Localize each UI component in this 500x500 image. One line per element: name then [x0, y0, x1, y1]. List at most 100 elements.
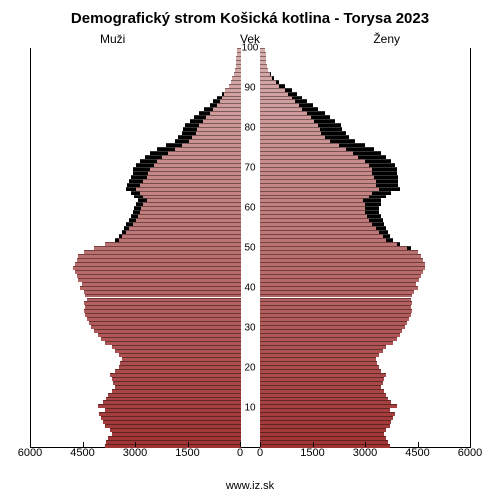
men-bar-age-27: [31, 337, 241, 341]
credit-text: www.iz.sk: [0, 480, 500, 492]
men-bar-age-33: [31, 313, 241, 317]
women-bar-age-98: [260, 56, 470, 60]
women-bar-age-64: [260, 191, 470, 195]
men-bar-age-12: [31, 397, 241, 401]
women-bar-age-5: [260, 424, 470, 428]
women-bar-age-20: [260, 365, 470, 369]
men-bar-age-52: [31, 238, 241, 242]
women-bar-age-36: [260, 301, 470, 305]
women-bar-age-83: [260, 115, 470, 119]
women-bar-age-67: [260, 179, 470, 183]
men-bar-age-68: [31, 175, 241, 179]
men-bar-age-50: [31, 246, 241, 250]
women-bar-age-40: [260, 286, 470, 290]
men-bar-age-56: [31, 222, 241, 226]
men-bar-age-34: [31, 309, 241, 313]
women-bar-age-45: [260, 266, 470, 270]
men-bar-age-11: [31, 400, 241, 404]
men-bar-age-5: [31, 424, 241, 428]
men-bar-age-93: [31, 76, 241, 80]
women-bar-age-29: [260, 329, 470, 333]
men-bar-age-72: [31, 159, 241, 163]
women-bar-age-28: [260, 333, 470, 337]
y-tick-10: 10: [240, 403, 260, 414]
women-bar-age-27: [260, 337, 470, 341]
women-bar-age-79: [260, 131, 470, 135]
women-bar-age-2: [260, 436, 470, 440]
women-bar-age-52: [260, 238, 470, 242]
men-bar-age-90: [31, 88, 241, 92]
women-bar-age-46: [260, 262, 470, 266]
men-bar-age-85: [31, 107, 241, 111]
men-bar-age-13: [31, 393, 241, 397]
men-bar-age-47: [31, 258, 241, 262]
men-bar-age-17: [31, 377, 241, 381]
men-bar-age-59: [31, 210, 241, 214]
women-bar-age-62: [260, 198, 470, 202]
men-bar-age-97: [31, 60, 241, 64]
women-bar-age-70: [260, 167, 470, 171]
x-axis: 6000450030001500001500300045006000: [30, 447, 470, 465]
men-bar-age-81: [31, 123, 241, 127]
women-bar-age-17: [260, 377, 470, 381]
women-bar-age-88: [260, 96, 470, 100]
men-bar-age-16: [31, 381, 241, 385]
women-bar-age-90: [260, 88, 470, 92]
men-bar-age-26: [31, 341, 241, 345]
men-bar-age-70: [31, 167, 241, 171]
women-bar-age-21: [260, 361, 470, 365]
women-bar-age-61: [260, 202, 470, 206]
women-bar-age-81: [260, 123, 470, 127]
women-bar-age-39: [260, 290, 470, 294]
men-bar-age-21: [31, 361, 241, 365]
men-bar-age-88: [31, 96, 241, 100]
men-bar-age-66: [31, 183, 241, 187]
men-bar-age-22: [31, 357, 241, 361]
label-men: Muži: [100, 32, 125, 46]
women-bar-age-91: [260, 84, 470, 88]
women-bar-age-44: [260, 270, 470, 274]
pyramid-chart: Demografický strom Košická kotlina - Tor…: [0, 0, 500, 500]
men-bar-age-94: [31, 72, 241, 76]
women-bar-age-56: [260, 222, 470, 226]
women-bar-age-18: [260, 373, 470, 377]
women-bar-age-55: [260, 226, 470, 230]
men-bar-age-95: [31, 68, 241, 72]
women-bar-age-30: [260, 325, 470, 329]
men-bar-age-89: [31, 92, 241, 96]
men-bar-age-8: [31, 412, 241, 416]
women-bar-age-35: [260, 305, 470, 309]
women-bar-age-7: [260, 416, 470, 420]
men-bar-age-63: [31, 195, 241, 199]
men-bar-age-58: [31, 214, 241, 218]
women-bar-age-93: [260, 76, 470, 80]
women-bar-age-76: [260, 143, 470, 147]
men-bar-age-18: [31, 373, 241, 377]
women-bar-age-6: [260, 420, 470, 424]
men-bar-age-78: [31, 135, 241, 139]
women-panel: [260, 48, 471, 448]
women-bar-age-41: [260, 282, 470, 286]
men-bar-age-3: [31, 432, 241, 436]
men-bar-age-29: [31, 329, 241, 333]
men-bar-age-32: [31, 317, 241, 321]
women-bar-age-48: [260, 254, 470, 258]
women-bar-age-60: [260, 206, 470, 210]
women-bar-age-86: [260, 103, 470, 107]
women-bar-age-31: [260, 321, 470, 325]
x-tick-right-6000: 6000: [458, 447, 482, 459]
men-bar-age-67: [31, 179, 241, 183]
men-bar-age-54: [31, 230, 241, 234]
men-bar-age-91: [31, 84, 241, 88]
women-bar-age-9: [260, 408, 470, 412]
y-tick-40: 40: [240, 283, 260, 294]
men-bar-age-80: [31, 127, 241, 131]
women-bar-age-47: [260, 258, 470, 262]
women-bar-age-23: [260, 353, 470, 357]
y-tick-60: 60: [240, 203, 260, 214]
men-bar-age-35: [31, 305, 241, 309]
men-bar-age-46: [31, 262, 241, 266]
men-bar-age-20: [31, 365, 241, 369]
women-bar-age-72: [260, 159, 470, 163]
women-bar-age-69: [260, 171, 470, 175]
